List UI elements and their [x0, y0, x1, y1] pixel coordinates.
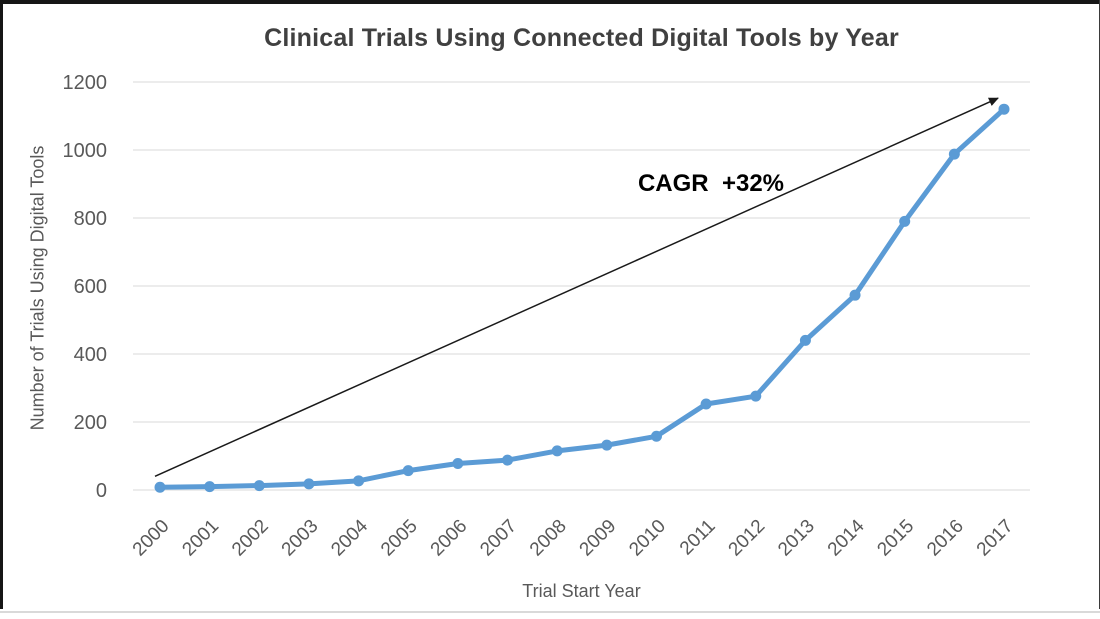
x-tick-label: 2015 [873, 516, 918, 561]
x-tick-label: 2017 [973, 516, 1018, 561]
x-tick-label: 2009 [576, 516, 621, 561]
data-point [353, 475, 365, 487]
x-tick-label: 2016 [923, 516, 968, 561]
data-point [402, 465, 414, 477]
x-tick-label: 2006 [427, 516, 472, 561]
gridlines [133, 81, 1030, 491]
x-tick-label: 2003 [278, 516, 323, 561]
x-tick-label: 2014 [824, 515, 869, 560]
cagr-trend-arrow [154, 97, 999, 477]
y-tick-label: 0 [96, 480, 107, 502]
x-tick-label: 2004 [327, 515, 372, 560]
frame-bottom-edge [0, 611, 1100, 613]
x-tick-label: 2012 [725, 516, 770, 561]
data-point [799, 334, 811, 346]
y-tick-label: 1200 [63, 72, 108, 94]
x-tick-label: 2001 [178, 516, 223, 561]
y-axis-tick-labels: 0 200 400 600 800 1000 1200 [63, 72, 108, 502]
data-point [551, 445, 563, 457]
y-tick-label: 800 [74, 208, 107, 230]
data-point [452, 457, 464, 469]
data-point [601, 439, 613, 451]
y-tick-label: 200 [74, 412, 107, 434]
x-axis-title: Trial Start Year [522, 581, 641, 601]
data-point [303, 478, 315, 490]
x-tick-label: 2011 [676, 516, 720, 560]
data-point [253, 480, 265, 492]
data-point [154, 481, 166, 493]
frame-left-edge [0, 0, 3, 609]
x-tick-label: 2007 [476, 516, 521, 561]
data-point [750, 390, 762, 402]
data-point [998, 103, 1010, 115]
frame-top-edge [0, 0, 1100, 4]
data-point [849, 289, 861, 301]
data-point [650, 430, 662, 442]
cagr-annotation: CAGR +32% [637, 170, 785, 197]
x-tick-label: 2013 [774, 516, 819, 561]
x-tick-label: 2005 [377, 516, 422, 561]
x-tick-label: 2002 [228, 516, 273, 561]
data-point [700, 398, 712, 410]
x-axis-tick-labels: 2000 2001 2002 2003 2004 2005 2006 2007 2008 2009… [129, 515, 1018, 560]
data-point [204, 481, 216, 493]
data-point-markers [154, 103, 1010, 493]
data-point [948, 148, 960, 160]
data-point [899, 215, 911, 227]
chart-title: Clinical Trials Using Connected Digital … [264, 24, 899, 52]
y-tick-label: 1000 [63, 140, 108, 162]
x-tick-label: 2008 [526, 516, 571, 561]
x-tick-label: 2000 [129, 516, 174, 561]
data-line [157, 106, 1007, 490]
data-point [502, 454, 514, 466]
y-tick-label: 400 [74, 344, 107, 366]
x-tick-label: 2010 [625, 516, 670, 561]
y-tick-label: 600 [74, 276, 107, 298]
